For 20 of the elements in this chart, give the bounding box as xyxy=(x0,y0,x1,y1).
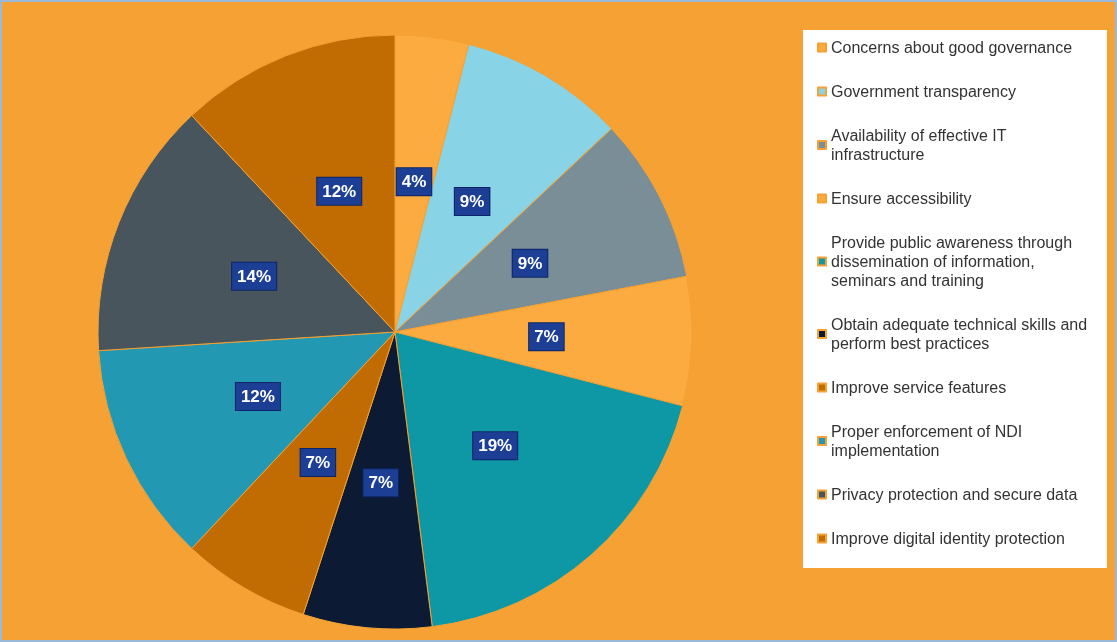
data-label: 9% xyxy=(517,253,543,273)
legend-label: Improve service features xyxy=(831,379,1007,396)
data-label: 7% xyxy=(368,473,394,493)
data-label: 7% xyxy=(534,327,559,347)
legend-label: Availability of effective IT infrastructure xyxy=(831,127,1011,163)
legend-label: Obtain adequate technical skills and perform best practices xyxy=(831,316,1092,352)
legend-label: Privacy protection and secure data xyxy=(831,486,1078,503)
data-label: 12% xyxy=(322,181,357,201)
data-label: 19% xyxy=(478,436,513,456)
data-label: 4% xyxy=(401,172,427,192)
legend-label: Government transparency xyxy=(831,83,1016,100)
data-label: 12% xyxy=(240,387,275,407)
data-label: 9% xyxy=(459,192,485,212)
legend-label: Improve digital identity protection xyxy=(831,530,1065,547)
data-label: 14% xyxy=(237,266,272,286)
legend-label: Provide public awareness through dissemination of information, seminars and training xyxy=(831,234,1077,289)
data-label: 7% xyxy=(305,452,331,472)
legend-label: Proper enforcement of NDI implementation xyxy=(831,423,1027,459)
legend-label: Concerns about good governance xyxy=(831,39,1073,56)
legend-label: Ensure accessibility xyxy=(831,190,972,207)
